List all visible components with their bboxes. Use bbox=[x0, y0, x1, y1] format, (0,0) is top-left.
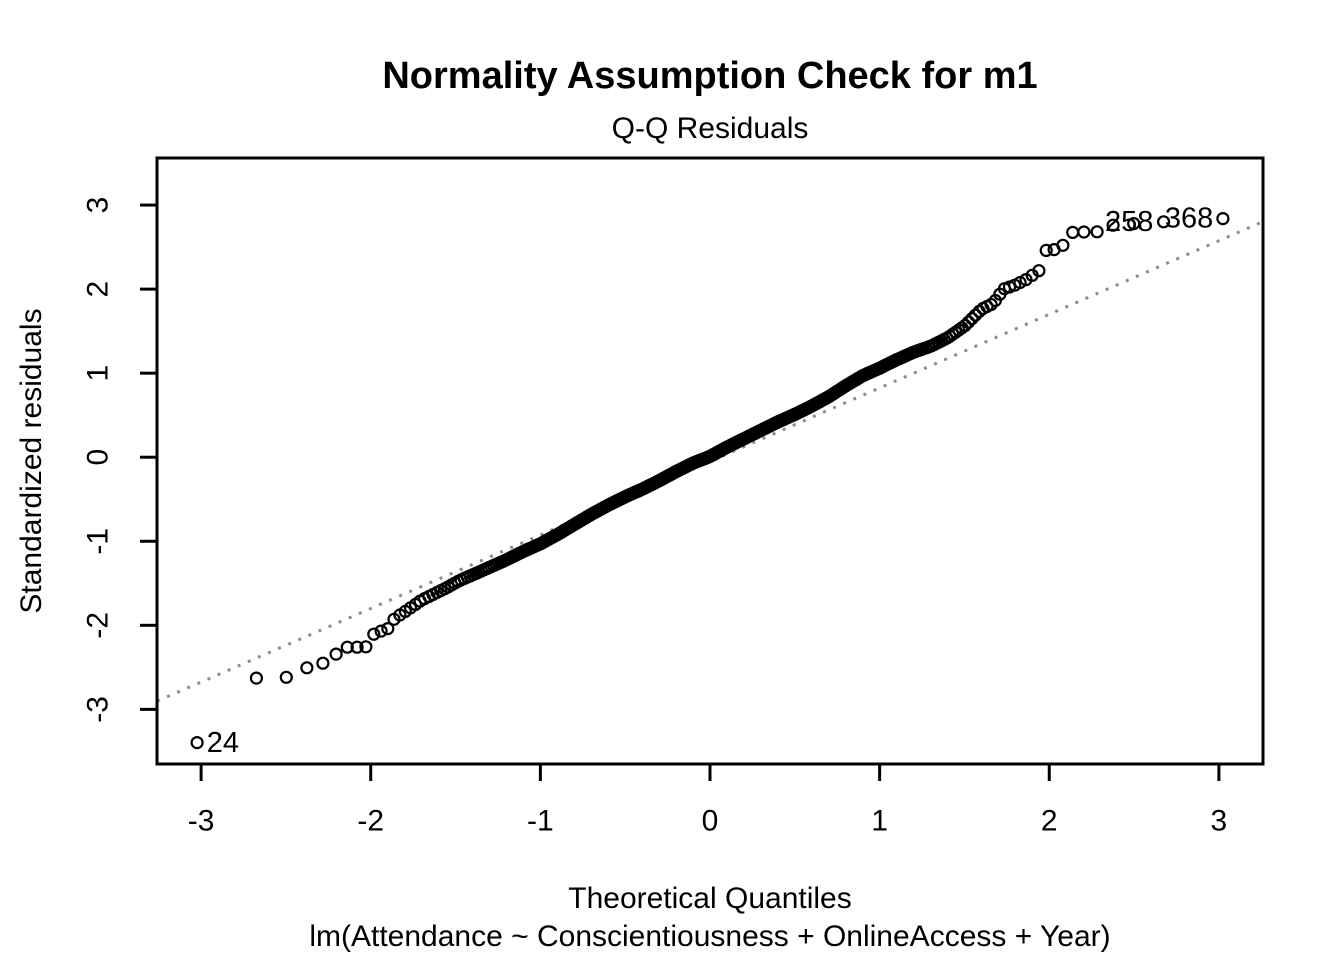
chart-title: Normality Assumption Check for m1 bbox=[382, 55, 1038, 97]
y-tick-label: -2 bbox=[82, 612, 115, 639]
reference-line bbox=[156, 220, 1264, 703]
chart-subtitle: Q-Q Residuals bbox=[611, 112, 809, 145]
y-tick-label: -3 bbox=[82, 696, 115, 723]
outlier-label-24: 24 bbox=[207, 727, 239, 759]
x-tick-label: -1 bbox=[527, 805, 554, 838]
plot-box-and-axes: -3 -2 -1 0 1 2 3 -3 -2 -1 0 1 2 3 bbox=[82, 156, 1265, 838]
x-tick-label: 2 bbox=[1041, 805, 1058, 838]
outlier-label-368: 368 bbox=[1165, 203, 1213, 235]
y-axis-title: Standardized residuals bbox=[15, 308, 48, 614]
x-tick-label: 3 bbox=[1211, 805, 1228, 838]
x-tick-label: 0 bbox=[702, 805, 719, 838]
x-axis-title: Theoretical Quantiles bbox=[568, 882, 852, 915]
x-tick-label: -3 bbox=[188, 805, 215, 838]
y-tick-label: 1 bbox=[82, 365, 115, 382]
y-tick-label: 2 bbox=[82, 281, 115, 298]
outlier-label-258: 258 bbox=[1105, 206, 1153, 238]
y-tick-label: -1 bbox=[82, 528, 115, 555]
y-tick-label: 0 bbox=[82, 449, 115, 466]
x-tick-label: -2 bbox=[357, 805, 384, 838]
x-tick-label: 1 bbox=[871, 805, 888, 838]
y-tick-label: 3 bbox=[82, 197, 115, 214]
outlier-labels: 24 258 368 bbox=[207, 203, 1214, 759]
model-formula-label: lm(Attendance ~ Conscientiousness + Onli… bbox=[309, 920, 1111, 953]
qq-points bbox=[190, 212, 1230, 750]
